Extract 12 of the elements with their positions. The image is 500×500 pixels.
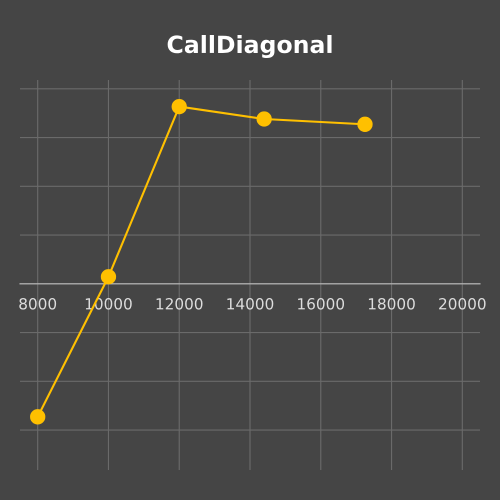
x-tick-label: 12000 (156, 298, 203, 310)
x-tick-label: 14000 (227, 298, 274, 310)
x-tick-label: 18000 (368, 298, 415, 310)
x-tick-label: 20000 (439, 298, 486, 310)
point (30, 409, 46, 424)
point (172, 98, 187, 114)
x-tick-label: 16000 (298, 298, 344, 310)
x-tick-label: 8000 (19, 298, 56, 310)
chart-title: CallDiagonal (168, 35, 332, 58)
point (357, 116, 373, 132)
point (100, 269, 116, 284)
point (256, 111, 272, 127)
